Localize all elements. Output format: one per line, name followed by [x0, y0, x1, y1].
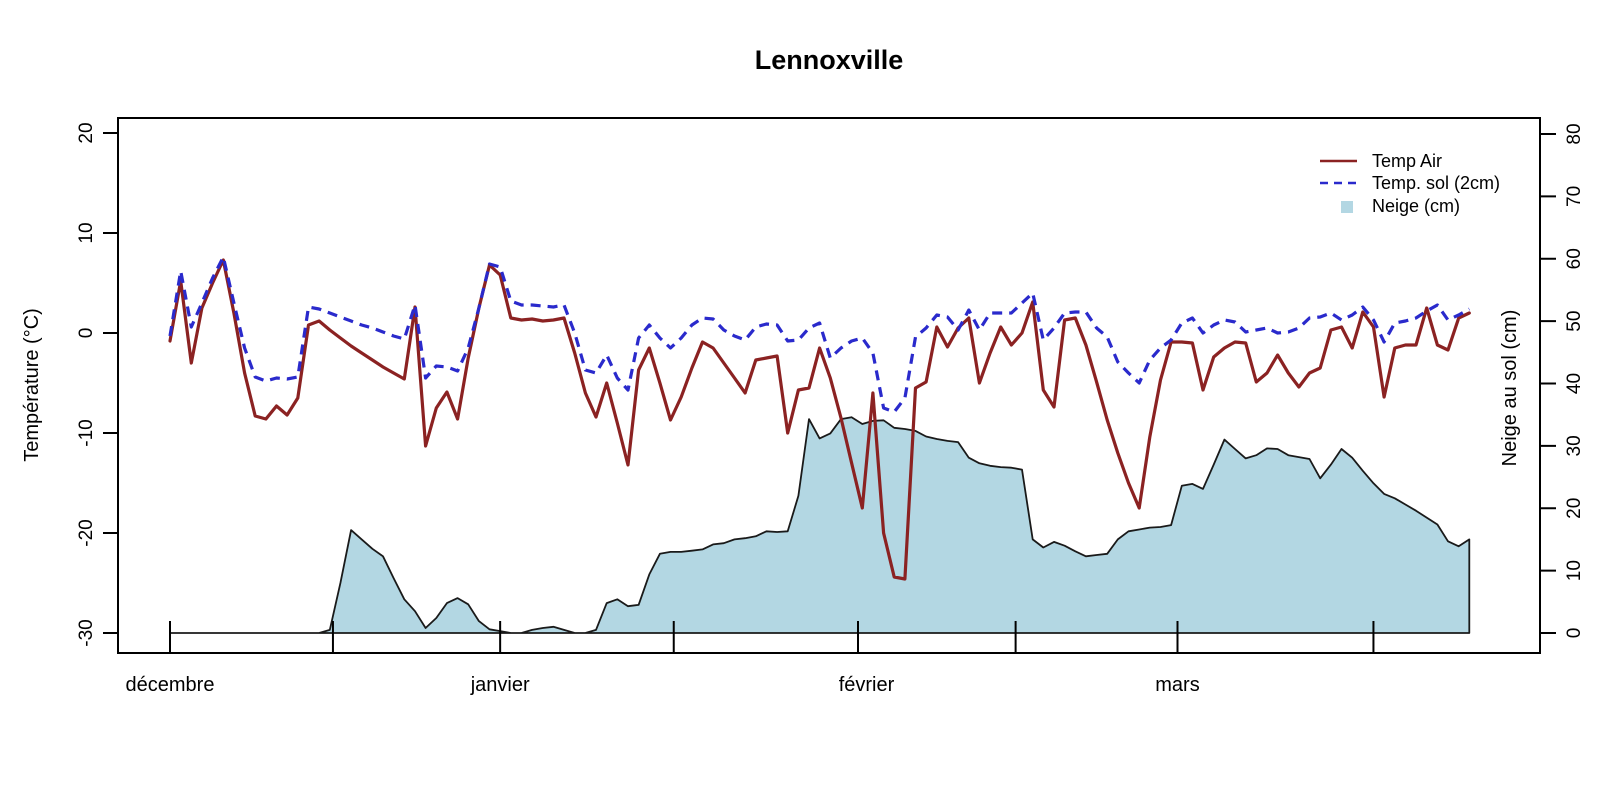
bottom-axis: décembre janvier février mars	[126, 621, 1375, 696]
x-axis-month-label: décembre	[126, 674, 215, 696]
y-right-axis-title: Neige au sol (cm)	[1499, 310, 1521, 467]
right-axis: 0 10 20 30 40 50 60 70 80	[1540, 123, 1585, 638]
y-left-tick-label: 10	[76, 222, 97, 243]
temp-air-series	[168, 258, 1471, 581]
left-axis: 20 10 0 -10 -20 -30	[76, 122, 118, 647]
x-axis-month-label: janvier	[470, 674, 530, 696]
legend-temp-air-label: Temp Air	[1372, 151, 1442, 171]
y-right-tick-label: 80	[1564, 123, 1585, 144]
x-axis-month-label: février	[839, 674, 895, 696]
y-right-tick-label: 40	[1564, 373, 1585, 394]
legend-temp-sol-label: Temp. sol (2cm)	[1372, 173, 1500, 193]
plot-box	[117, 117, 1541, 654]
x-axis-month-label: mars	[1155, 674, 1199, 696]
y-right-tick-label: 10	[1564, 560, 1585, 581]
temp-sol-series	[168, 255, 1471, 414]
y-right-tick-label: 0	[1564, 628, 1585, 639]
y-right-tick-label: 70	[1564, 186, 1585, 207]
y-left-tick-label: 0	[76, 328, 97, 339]
y-right-tick-label: 20	[1564, 498, 1585, 519]
y-left-axis-title: Température (°C)	[21, 308, 43, 462]
y-right-tick-label: 60	[1564, 248, 1585, 269]
y-left-tick-label: -10	[76, 419, 97, 446]
temp-air-line	[168, 258, 1471, 581]
y-right-tick-label: 30	[1564, 435, 1585, 456]
temp-sol-line	[168, 255, 1471, 414]
y-right-tick-label: 50	[1564, 311, 1585, 332]
snow-area-polygon	[169, 416, 1471, 634]
y-left-tick-label: -20	[76, 519, 97, 546]
y-left-tick-label: 20	[76, 122, 97, 143]
legend: Temp Air Temp. sol (2cm) Neige (cm)	[1320, 151, 1500, 216]
snow-area-series	[169, 416, 1471, 634]
y-left-tick-label: -30	[76, 619, 97, 646]
legend-neige-label: Neige (cm)	[1372, 196, 1460, 216]
legend-neige-square-sample	[1341, 201, 1353, 213]
chart-title: Lennoxville	[755, 45, 904, 75]
